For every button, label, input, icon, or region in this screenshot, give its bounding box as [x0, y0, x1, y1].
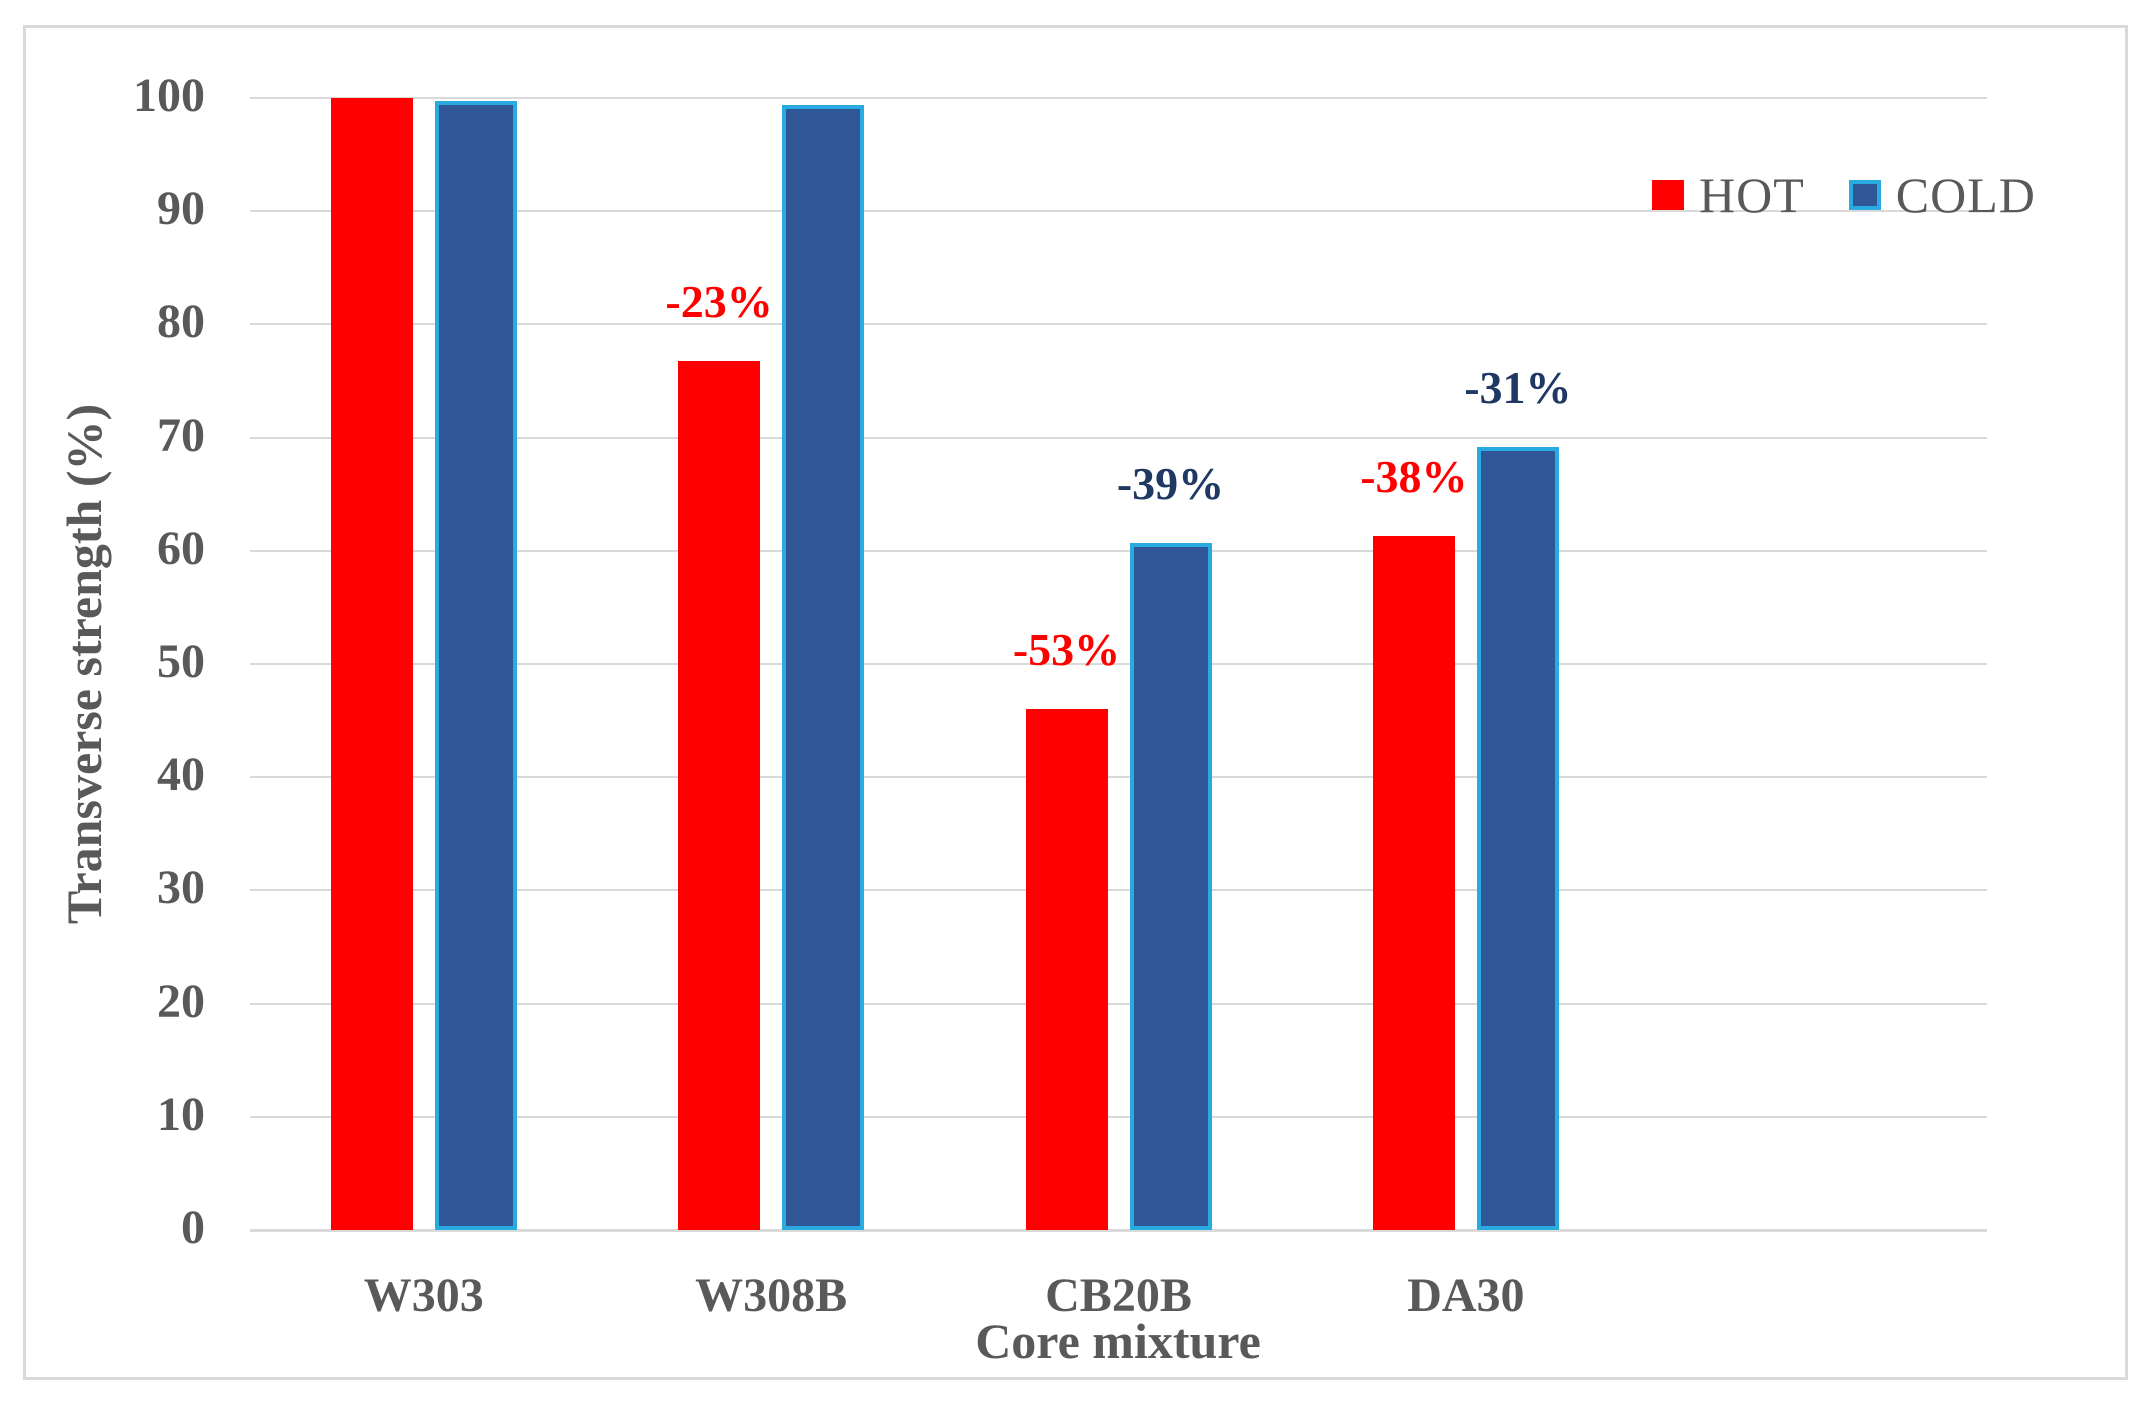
y-tick-label-20: 20	[157, 974, 205, 1028]
gridline-30	[250, 889, 1987, 892]
gridline-0	[250, 1229, 1987, 1232]
legend-item-cold: COLD	[1848, 167, 2036, 223]
bar-label-hot-DA30: -38%	[1360, 451, 1468, 503]
legend-label-cold: COLD	[1895, 167, 2036, 223]
bar-cold-W308B	[782, 104, 865, 1230]
gridline-20	[250, 1002, 1987, 1005]
y-tick-label-10: 10	[157, 1087, 205, 1141]
gridline-80	[250, 323, 1987, 326]
legend-swatch-cold	[1848, 180, 1881, 210]
bar-cold-W303	[434, 101, 517, 1230]
y-tick-label-0: 0	[181, 1201, 205, 1254]
bar-label-hot-CB20B: -53%	[1012, 624, 1121, 676]
bar-hot-W303	[330, 98, 413, 1230]
legend-swatch-hot	[1652, 180, 1684, 210]
bar-hot-W308B	[678, 360, 761, 1230]
bar-cold-CB20B	[1129, 542, 1212, 1230]
plot-area: -23% -53% -39% -38% -31%	[250, 97, 1987, 1232]
legend-label-hot: HOT	[1699, 167, 1805, 223]
x-tick-label-W308B: W308B	[695, 1269, 848, 1322]
gridline-90	[250, 210, 1987, 213]
y-tick-label-30: 30	[157, 861, 205, 915]
bar-hot-CB20B	[1025, 709, 1108, 1230]
gridline-70	[250, 436, 1987, 439]
bar-label-cold-DA30: -31%	[1464, 361, 1572, 413]
gridline-50	[250, 663, 1987, 665]
gridline-60	[250, 549, 1987, 552]
x-tick-label-W303: W303	[363, 1269, 484, 1322]
bar-label-cold-CB20B: -39%	[1116, 457, 1225, 509]
bar-label-hot-W308B: -23%	[665, 275, 773, 327]
x-axis-title: Core mixture	[975, 1313, 1261, 1369]
y-tick-label-60: 60	[157, 521, 205, 575]
gridline-10	[250, 1115, 1987, 1118]
gridline-100	[250, 97, 1987, 99]
y-tick-label-100: 100	[133, 69, 205, 122]
legend-item-hot: HOT	[1652, 170, 1805, 220]
y-tick-label-90: 90	[157, 182, 205, 236]
y-tick-label-50: 50	[157, 635, 205, 688]
gridline-40	[250, 776, 1987, 779]
bar-cold-DA30	[1476, 446, 1559, 1230]
y-tick-label-80: 80	[157, 295, 205, 349]
legend: HOT COLD	[1652, 164, 2036, 226]
bar-hot-DA30	[1372, 536, 1455, 1230]
x-tick-label-CB20B: CB20B	[1045, 1269, 1192, 1322]
y-tick-label-40: 40	[157, 748, 205, 802]
x-tick-label-DA30: DA30	[1407, 1269, 1525, 1322]
y-tick-label-70: 70	[157, 408, 205, 462]
